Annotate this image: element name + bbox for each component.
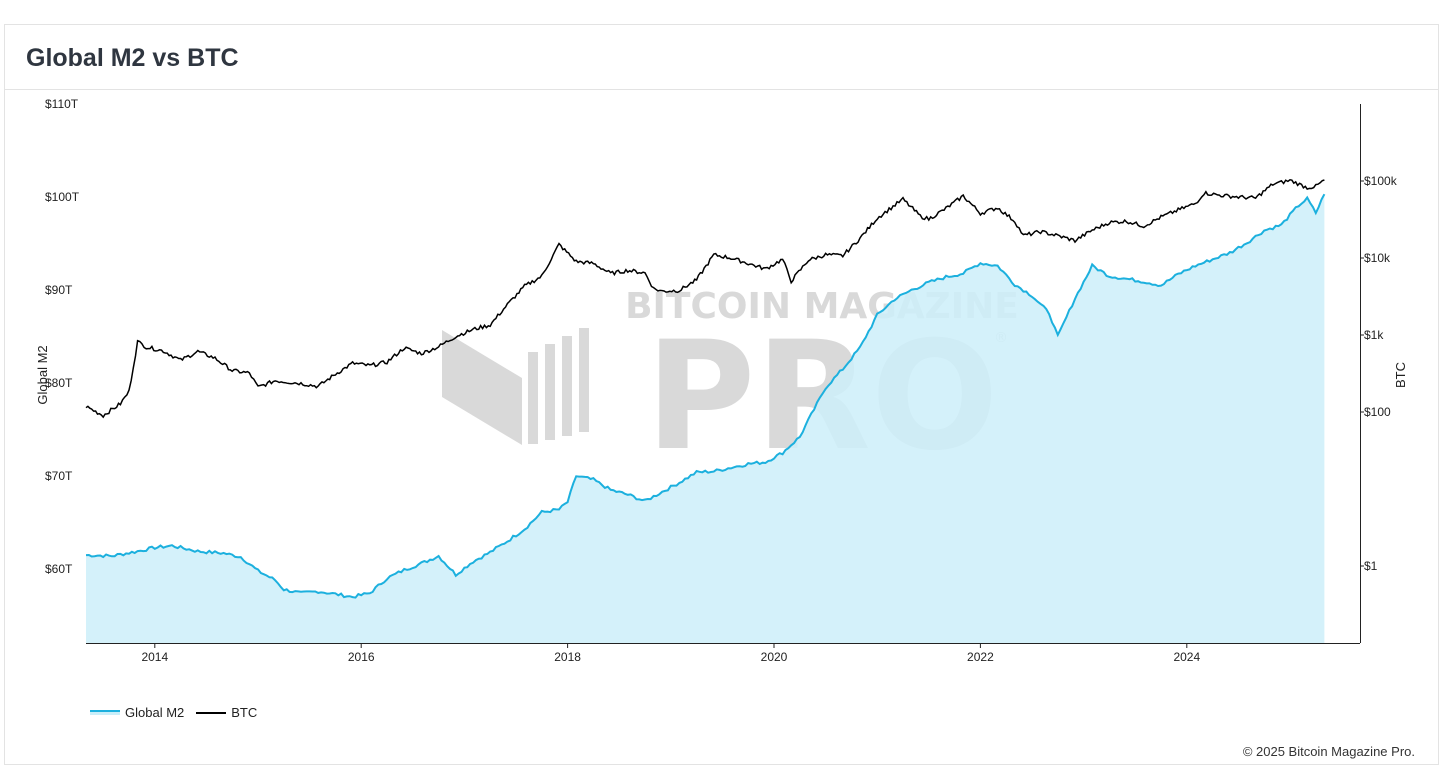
legend-item-btc[interactable]: BTC	[196, 705, 257, 720]
y-right-axis-title: BTC	[1393, 362, 1408, 388]
plot-area	[85, 178, 1326, 643]
panel-header: Global M2 vs BTC	[5, 25, 1438, 90]
legend-item-global-m2[interactable]: Global M2	[90, 705, 184, 720]
x-tick-label: 2024	[1173, 650, 1200, 664]
y-left-axis-title: Global M2	[35, 345, 50, 404]
y-right-tick-label: $100k	[1364, 174, 1398, 188]
y-left-tick-label: $80T	[45, 376, 73, 390]
series-btc-line[interactable]	[85, 178, 1325, 419]
y-left-tick-label: $100T	[45, 190, 80, 204]
copyright-notice: © 2025 Bitcoin Magazine Pro.	[1242, 744, 1415, 759]
y-right-tick-label: $10k	[1364, 251, 1391, 265]
legend: Global M2 BTC	[90, 705, 269, 720]
y-right-tick-label: $1	[1364, 559, 1378, 573]
page-title: Global M2 vs BTC	[26, 44, 239, 72]
y-right-tick-label: $100	[1364, 405, 1391, 419]
series-global-m2-area	[86, 194, 1325, 643]
y-right-tick-label: $1k	[1364, 328, 1384, 342]
y-left-tick-label: $90T	[45, 283, 73, 297]
y-left-tick-label: $110T	[45, 97, 79, 111]
legend-label-btc: BTC	[231, 705, 258, 720]
x-tick-label: 2020	[761, 650, 788, 664]
y-left-tick-label: $60T	[45, 562, 73, 576]
x-tick-label: 2022	[967, 650, 994, 664]
watermark-logo-icon	[442, 328, 589, 445]
series-global-m2-line[interactable]	[85, 193, 1326, 599]
x-tick-label: 2016	[348, 650, 375, 664]
x-tick-label: 2018	[554, 650, 581, 664]
legend-label-global-m2: Global M2	[125, 705, 185, 720]
x-tick-label: 2014	[141, 650, 168, 664]
legend-swatch-btc	[196, 711, 227, 714]
legend-swatch-global-m2	[90, 710, 120, 715]
y-left-tick-label: $70T	[45, 469, 73, 483]
axes: 2014 2016 2018 2020 2022 2024 $60T $70T $80T $90T…	[35, 97, 1408, 664]
